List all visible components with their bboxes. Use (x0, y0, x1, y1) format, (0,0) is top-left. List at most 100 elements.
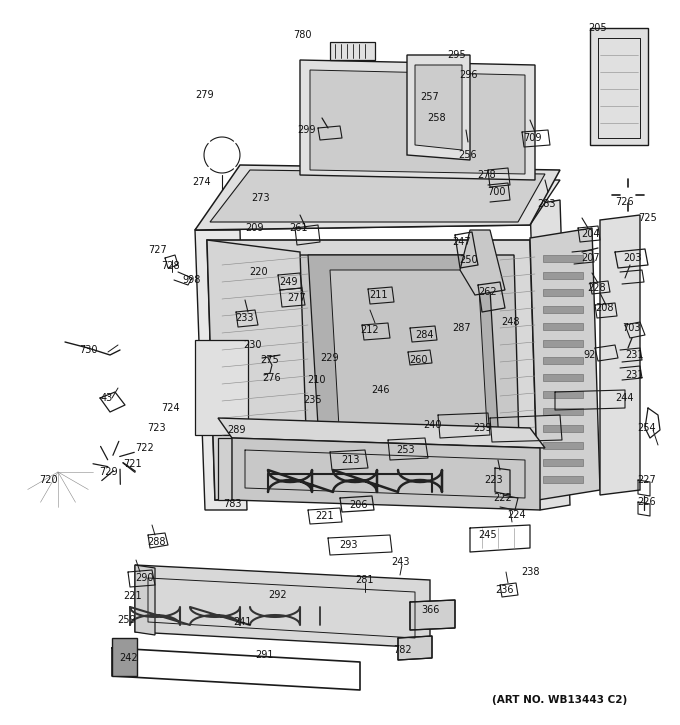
Bar (543, 289, 583, 296)
Text: 241: 241 (234, 617, 252, 627)
Text: 206: 206 (349, 500, 367, 510)
Text: 726: 726 (615, 197, 633, 207)
Polygon shape (232, 438, 540, 510)
Text: 725: 725 (639, 213, 658, 223)
Polygon shape (222, 255, 520, 480)
Text: 223: 223 (485, 475, 503, 485)
Text: 721: 721 (122, 459, 141, 469)
Text: 224: 224 (508, 510, 526, 520)
Text: 998: 998 (183, 275, 201, 285)
Text: 783: 783 (223, 499, 241, 509)
Bar (543, 391, 583, 398)
Polygon shape (415, 65, 462, 150)
Text: 204: 204 (582, 229, 600, 239)
Polygon shape (210, 170, 545, 222)
Text: 203: 203 (623, 253, 641, 263)
Text: 229: 229 (321, 353, 339, 363)
Bar (543, 442, 583, 449)
Text: 275: 275 (260, 355, 279, 365)
Polygon shape (330, 270, 488, 445)
Bar (543, 323, 583, 330)
Polygon shape (195, 180, 560, 230)
Text: 233: 233 (235, 313, 253, 323)
Text: 235: 235 (304, 395, 322, 405)
Text: 281: 281 (355, 575, 373, 585)
Text: 231: 231 (626, 370, 644, 380)
Text: 273: 273 (252, 193, 271, 203)
Bar (543, 476, 583, 483)
Text: 231: 231 (626, 350, 644, 360)
Polygon shape (590, 28, 648, 145)
Text: 720: 720 (39, 475, 57, 485)
Polygon shape (135, 565, 430, 648)
Polygon shape (207, 240, 308, 500)
Bar (543, 374, 583, 381)
Text: 230: 230 (243, 340, 261, 350)
Text: 296: 296 (460, 70, 478, 80)
Text: 253: 253 (396, 445, 415, 455)
Bar (543, 340, 583, 347)
Bar (543, 272, 583, 279)
Text: 290: 290 (136, 573, 154, 583)
Text: 276: 276 (262, 373, 282, 383)
Polygon shape (398, 636, 432, 660)
Polygon shape (195, 165, 560, 230)
Text: 211: 211 (369, 290, 387, 300)
Polygon shape (135, 565, 155, 635)
Bar (543, 459, 583, 466)
Text: 782: 782 (392, 645, 411, 655)
Text: 259: 259 (118, 615, 136, 625)
Polygon shape (310, 70, 525, 174)
Polygon shape (600, 215, 640, 495)
Text: 258: 258 (428, 113, 446, 123)
Text: 724: 724 (160, 403, 180, 413)
Text: 295: 295 (447, 50, 466, 60)
Text: 274: 274 (192, 177, 211, 187)
Text: 299: 299 (298, 125, 316, 135)
Polygon shape (218, 438, 232, 500)
Text: 208: 208 (595, 303, 613, 313)
Bar (543, 306, 583, 313)
Text: 728: 728 (160, 261, 180, 271)
Polygon shape (195, 340, 248, 435)
Text: 210: 210 (307, 375, 325, 385)
Text: 287: 287 (453, 323, 471, 333)
Polygon shape (460, 230, 505, 295)
Text: 207: 207 (581, 253, 600, 263)
Polygon shape (195, 230, 247, 510)
Polygon shape (530, 200, 570, 510)
Text: 700: 700 (487, 187, 505, 197)
Text: 288: 288 (147, 537, 165, 547)
Text: (ART NO. WB13443 C2): (ART NO. WB13443 C2) (492, 695, 628, 705)
Text: 209: 209 (245, 223, 265, 233)
Text: 254: 254 (638, 423, 656, 433)
Text: 277: 277 (288, 293, 307, 303)
Text: 261: 261 (290, 223, 308, 233)
Text: 249: 249 (279, 277, 297, 287)
Bar (330, 42, 375, 60)
Text: 245: 245 (479, 530, 497, 540)
Text: 236: 236 (496, 585, 514, 595)
Text: 226: 226 (638, 497, 656, 507)
Text: 240: 240 (423, 420, 441, 430)
Text: 248: 248 (500, 317, 520, 327)
Polygon shape (410, 600, 455, 630)
Text: 289: 289 (226, 425, 245, 435)
Text: 293: 293 (340, 540, 358, 550)
Text: 222: 222 (494, 493, 512, 503)
Text: 366: 366 (421, 605, 439, 615)
Text: 709: 709 (523, 133, 541, 143)
Text: 227: 227 (638, 475, 656, 485)
Text: 246: 246 (371, 385, 389, 395)
Polygon shape (308, 255, 500, 460)
Bar (543, 255, 583, 262)
Text: 221: 221 (316, 511, 335, 521)
Text: 729: 729 (99, 467, 118, 477)
Text: 257: 257 (421, 92, 439, 102)
Text: 43: 43 (101, 393, 113, 403)
Text: 722: 722 (135, 443, 154, 453)
Text: 279: 279 (196, 90, 214, 100)
Text: 92: 92 (584, 350, 596, 360)
Text: 727: 727 (149, 245, 167, 255)
Bar (543, 425, 583, 432)
